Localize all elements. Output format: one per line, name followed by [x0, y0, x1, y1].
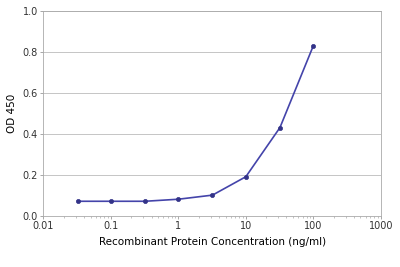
Y-axis label: OD 450: OD 450	[7, 94, 17, 133]
X-axis label: Recombinant Protein Concentration (ng/ml): Recombinant Protein Concentration (ng/ml…	[98, 237, 326, 247]
